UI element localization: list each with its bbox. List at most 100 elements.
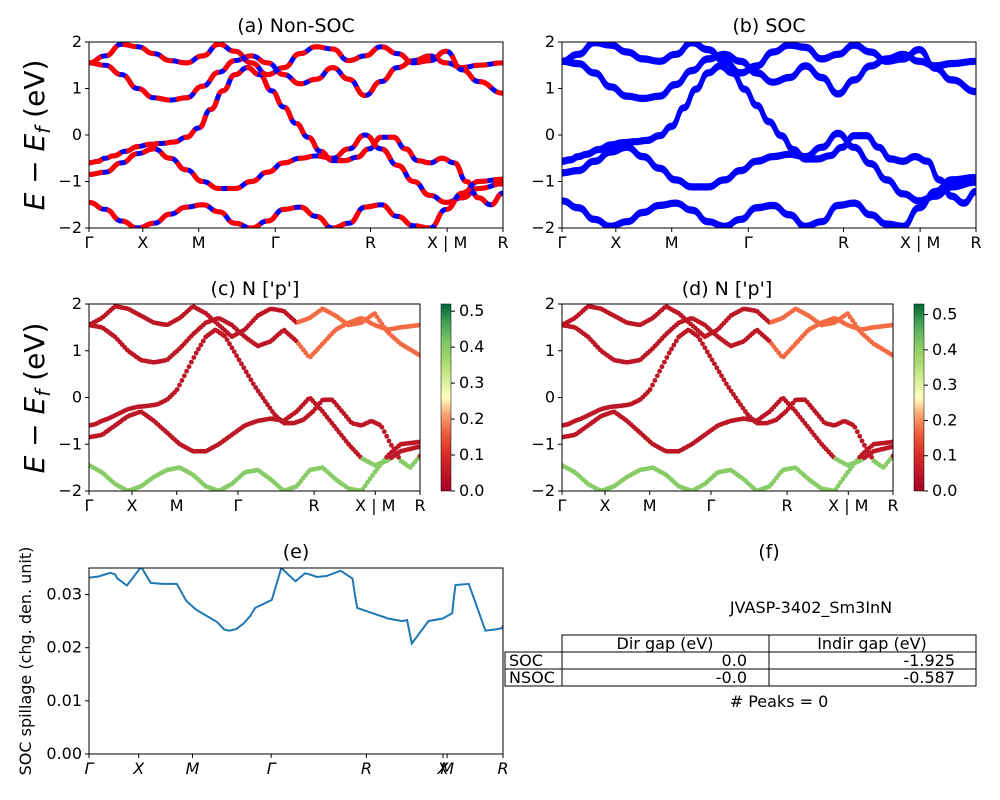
gap-table: Dir gap (eV) Indir gap (eV) SOC 0.0 -1.9… xyxy=(504,634,977,687)
projected-band-point xyxy=(260,395,266,401)
colorbar-tick-label: 0.1 xyxy=(459,445,484,464)
projected-band-point xyxy=(700,341,705,347)
projected-band-point xyxy=(243,369,249,375)
panel-d-colorbar: 0.0 0.1 0.2 0.3 0.4 0.5 xyxy=(913,303,957,500)
projected-band-point xyxy=(265,402,270,408)
y-tick-label: −1 xyxy=(58,434,82,453)
projected-band-point xyxy=(186,364,192,370)
y-tick-label: 0 xyxy=(72,125,82,144)
projected-band-point xyxy=(854,324,860,330)
panel-b-ticks: −2 −1 0 1 2 Γ X M Γ R X | M R xyxy=(531,32,981,252)
y-tick-label: 0.02 xyxy=(46,638,82,657)
colorbar-tick-label: 0.5 xyxy=(932,305,957,324)
x-tick-label: M xyxy=(192,233,206,252)
panel-d-title: (d) N ['p'] xyxy=(682,278,773,300)
panel-e-title: (e) xyxy=(283,541,310,563)
projected-band-point xyxy=(386,438,392,444)
colorbar-tick-label: 0.5 xyxy=(459,301,484,320)
projected-band-point xyxy=(377,318,382,323)
projected-band-point xyxy=(835,483,841,489)
panel-a-title: (a) Non-SOC xyxy=(237,15,355,37)
projected-band-point xyxy=(181,373,187,379)
projected-band-point xyxy=(417,353,420,358)
y-tick-label: 0.01 xyxy=(46,691,82,710)
projected-band-point xyxy=(267,405,273,411)
x-tick-label: R xyxy=(309,496,320,515)
x-tick-label: X xyxy=(132,759,145,778)
projected-band-point xyxy=(253,385,259,390)
colorbar-tick-label: 0.4 xyxy=(932,340,957,359)
projected-band-point xyxy=(177,382,182,388)
projected-band-point xyxy=(374,314,380,320)
x-tick-label: X | M xyxy=(355,496,395,515)
projected-band-point xyxy=(189,359,194,365)
panel-e-ylabel: SOC spillage (chg. den. unit) xyxy=(16,547,35,776)
x-tick-label: Γ xyxy=(558,496,567,515)
panel-c-ylabel: E − Ef (eV) xyxy=(18,323,55,474)
projected-band-point xyxy=(854,429,860,435)
x-tick-label: R xyxy=(497,233,508,252)
y-tick-label: 1 xyxy=(545,341,555,360)
projected-band-point xyxy=(890,353,893,358)
panel-d-plot-area xyxy=(562,304,893,491)
projected-band-point xyxy=(365,479,370,485)
soc-band xyxy=(562,173,976,227)
projected-band-point xyxy=(379,424,385,430)
projected-band-point xyxy=(733,395,739,401)
colorbar-tick-label: 0.3 xyxy=(932,375,957,394)
gap-table-col-indir: Indir gap (eV) xyxy=(817,634,927,653)
projected-band-point xyxy=(669,346,674,352)
projected-band-point xyxy=(890,322,893,328)
projected-band-point xyxy=(673,338,679,344)
projected-band-point xyxy=(890,444,893,449)
non-soc-band-underlay xyxy=(89,65,503,208)
projected-band-point xyxy=(735,398,741,404)
panel-c: (c) N ['p'] −2 −1 0 1 2 Γ X M Γ R X | M R E − Ef (e… xyxy=(18,278,484,515)
y-tick-label: −2 xyxy=(58,218,82,237)
projected-band-point xyxy=(248,377,254,383)
soc-band xyxy=(562,65,976,207)
panel-e: (e) 0.000.010.020.03Γ X M Γ R XM R SOC spillag… xyxy=(16,541,509,778)
projected-band-point xyxy=(384,433,390,439)
projected-band-point xyxy=(236,357,242,363)
projected-band-point xyxy=(695,333,701,339)
x-tick-label: R xyxy=(782,496,793,515)
x-tick-label: R xyxy=(497,759,508,778)
x-tick-label: X | M xyxy=(427,233,467,252)
projected-band-point xyxy=(381,429,387,435)
projected-band-point xyxy=(671,342,677,348)
soc-band xyxy=(562,129,976,202)
projected-band-point xyxy=(417,439,420,445)
panel-c-title: (c) N ['p'] xyxy=(211,278,300,300)
projected-band-point xyxy=(417,322,420,328)
projected-band-point xyxy=(712,361,717,367)
panel-a-ylabel: E − Ef (eV) xyxy=(18,60,55,211)
projected-band-point xyxy=(721,377,727,383)
projected-band-point xyxy=(659,364,665,370)
y-tick-label: 0 xyxy=(72,388,82,407)
x-tick-label: R xyxy=(365,233,376,252)
x-tick-label: X xyxy=(127,496,138,515)
y-tick-label: −2 xyxy=(531,218,555,237)
panel-f-title: (f) xyxy=(758,541,780,563)
projected-band-point xyxy=(227,341,232,347)
x-tick-label: Γ xyxy=(558,233,567,252)
panel-e-plot-area xyxy=(89,568,503,646)
projected-band-point xyxy=(697,337,703,343)
panel-c-colorbar: 0.0 0.1 0.2 0.3 0.4 0.5 xyxy=(440,301,484,500)
gap-table-row-nsoc xyxy=(504,668,977,687)
y-tick-label: −1 xyxy=(531,434,555,453)
projected-band-point xyxy=(224,337,230,343)
gap-table-soc-indir: -1.925 xyxy=(903,651,955,670)
projected-band-point xyxy=(255,388,261,394)
gap-table-col-dir: Dir gap (eV) xyxy=(617,634,714,653)
non-soc-band xyxy=(89,65,503,208)
projected-band-point xyxy=(372,311,378,316)
colorbar-gradient xyxy=(913,303,925,492)
x-tick-label: X xyxy=(436,759,449,778)
projected-band-point xyxy=(262,398,268,404)
projected-band-point xyxy=(370,473,375,478)
projected-band-point xyxy=(417,453,420,459)
y-tick-label: −1 xyxy=(531,172,555,191)
spillage-line xyxy=(89,568,503,646)
